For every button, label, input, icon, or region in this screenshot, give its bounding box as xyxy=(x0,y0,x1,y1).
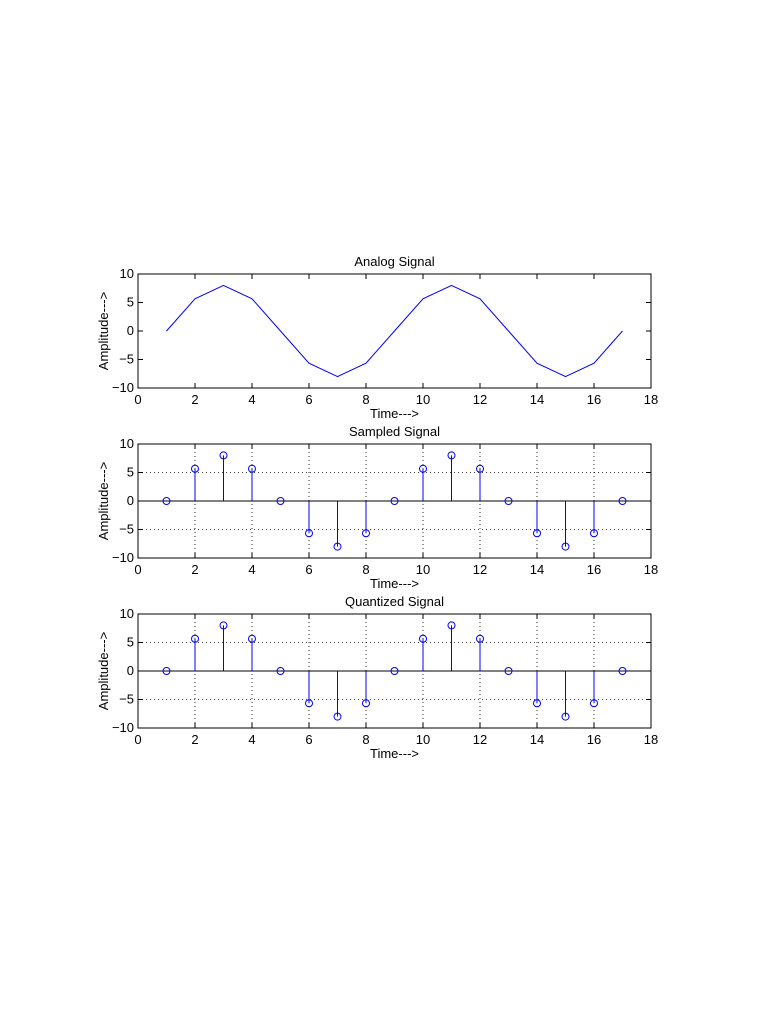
quantized-stem-marker xyxy=(419,634,427,643)
sampled-x-tick-label: 12 xyxy=(473,562,487,577)
sampled-stem-marker xyxy=(504,497,513,505)
quantized-y-tick-label: 0 xyxy=(127,663,134,678)
quantized-x-tick-label: 12 xyxy=(473,732,487,747)
quantized-stem-marker xyxy=(476,634,484,643)
analog-x-axis-label: Time---> xyxy=(370,406,419,421)
quantized-x-tick-label: 6 xyxy=(305,732,312,747)
sampled-stem-marker xyxy=(419,464,427,473)
quantized-y-tick-label: −5 xyxy=(119,692,134,707)
quantized-signal-subplot: Quantized Signal 0 2 4 6 8 10 12 14 16 18 10 5 0 −5 −1… xyxy=(96,594,658,761)
quantized-stem-marker xyxy=(590,699,598,708)
sampled-stem-marker xyxy=(362,529,370,538)
sampled-y-tick-label: 0 xyxy=(127,493,134,508)
sampled-signal-subplot: Sampled Signal 0 2 4 6 8 10 12 14 16 181050−5−10 … xyxy=(96,424,658,591)
quantized-stem-marker xyxy=(504,667,513,675)
sampled-x-tick-label: 18 xyxy=(644,562,658,577)
sampled-x-tick-label: 16 xyxy=(587,562,601,577)
quantized-x-tick-label: 4 xyxy=(248,732,255,747)
quantized-stem-marker xyxy=(248,634,256,643)
analog-y-axis-label: Amplitude---> xyxy=(96,292,111,370)
analog-y-tick-label: 10 xyxy=(120,266,134,281)
sampled-signal-title: Sampled Signal xyxy=(349,424,440,439)
sampled-y-tick-label: 5 xyxy=(127,465,134,480)
analog-y-tick-label: −10 xyxy=(112,380,134,395)
analog-y-tick-label: 0 xyxy=(127,323,134,338)
sampled-stem-marker xyxy=(162,497,171,505)
sampled-stem-marker xyxy=(561,542,570,551)
sampled-y-tick-label: 10 xyxy=(120,436,134,451)
sampled-x-tick-label: 6 xyxy=(305,562,312,577)
quantized-x-tick-label: 14 xyxy=(530,732,544,747)
quantized-stem-marker xyxy=(533,699,541,708)
sampled-x-tick-label: 8 xyxy=(362,562,369,577)
analog-x-tick-label: 16 xyxy=(587,392,601,407)
sampled-stem-marker xyxy=(618,497,627,505)
sampled-y-tick-label: −5 xyxy=(119,522,134,537)
sampled-stem-marker xyxy=(248,464,256,473)
sampled-stem-marker xyxy=(533,529,541,538)
quantized-stem-marker xyxy=(276,667,285,675)
sampled-x-tick-label: 2 xyxy=(191,562,198,577)
sampled-stem-marker xyxy=(191,464,199,473)
sampled-stem-marker xyxy=(305,529,313,538)
sampled-stem-marker xyxy=(219,451,228,460)
sampled-stem-marker xyxy=(476,464,484,473)
sampled-stem-marker xyxy=(333,542,342,551)
analog-x-tick-label: 0 xyxy=(134,392,141,407)
sampled-stem-marker xyxy=(590,529,598,538)
sampled-x-tick-label: 4 xyxy=(248,562,255,577)
quantized-x-tick-label: 16 xyxy=(587,732,601,747)
sampled-x-tick-label: 10 xyxy=(416,562,430,577)
quantized-y-tick-label: −10 xyxy=(112,720,134,735)
quantized-stem-marker xyxy=(191,634,199,643)
analog-x-tick-label: 4 xyxy=(248,392,255,407)
quantized-stem-marker xyxy=(362,699,370,708)
quantized-stem-marker xyxy=(333,712,342,721)
quantized-signal-title: Quantized Signal xyxy=(345,594,444,609)
analog-x-tick-label: 2 xyxy=(191,392,198,407)
sampled-y-axis-label: Amplitude---> xyxy=(96,462,111,540)
analog-signal-line xyxy=(166,284,623,378)
quantized-x-tick-label: 18 xyxy=(644,732,658,747)
quantized-stem-marker xyxy=(390,667,399,675)
sampled-x-tick-label: 14 xyxy=(530,562,544,577)
quantized-x-tick-label: 2 xyxy=(191,732,198,747)
quantized-x-tick-label: 10 xyxy=(416,732,430,747)
quantized-x-axis-label: Time---> xyxy=(370,746,419,761)
quantized-stem-marker xyxy=(219,621,228,630)
sampled-stem-marker xyxy=(390,497,399,505)
analog-signal-subplot: Analog Signal 0 2 4 6 8 10 12 14 16 18 10 5 0 −5 −10 T… xyxy=(96,254,658,421)
quantized-stem-marker xyxy=(618,667,627,675)
quantized-y-tick-label: 10 xyxy=(120,606,134,621)
sampled-x-tick-label: 0 xyxy=(134,562,141,577)
quantized-stem-marker xyxy=(305,699,313,708)
quantized-stem-marker xyxy=(447,621,456,630)
analog-x-tick-label: 18 xyxy=(644,392,658,407)
quantized-stem-marker xyxy=(561,712,570,721)
sampled-stem-marker xyxy=(447,451,456,460)
analog-x-tick-label: 14 xyxy=(530,392,544,407)
sampled-x-axis-label: Time---> xyxy=(370,576,419,591)
sampled-stem-marker xyxy=(276,497,285,505)
analog-signal-title: Analog Signal xyxy=(354,254,434,269)
sampled-y-tick-label: −10 xyxy=(112,550,134,565)
analog-y-tick-label: 5 xyxy=(127,295,134,310)
quantized-x-tick-label: 0 xyxy=(134,732,141,747)
analog-y-tick-label: −5 xyxy=(119,352,134,367)
analog-x-tick-label: 8 xyxy=(362,392,369,407)
analog-x-tick-label: 10 xyxy=(416,392,430,407)
quantized-x-tick-label: 8 xyxy=(362,732,369,747)
analog-x-tick-label: 6 xyxy=(305,392,312,407)
quantized-stem-marker xyxy=(162,667,171,675)
quantized-y-tick-label: 5 xyxy=(127,635,134,650)
analog-x-tick-label: 12 xyxy=(473,392,487,407)
quantized-y-axis-label: Amplitude---> xyxy=(96,632,111,710)
